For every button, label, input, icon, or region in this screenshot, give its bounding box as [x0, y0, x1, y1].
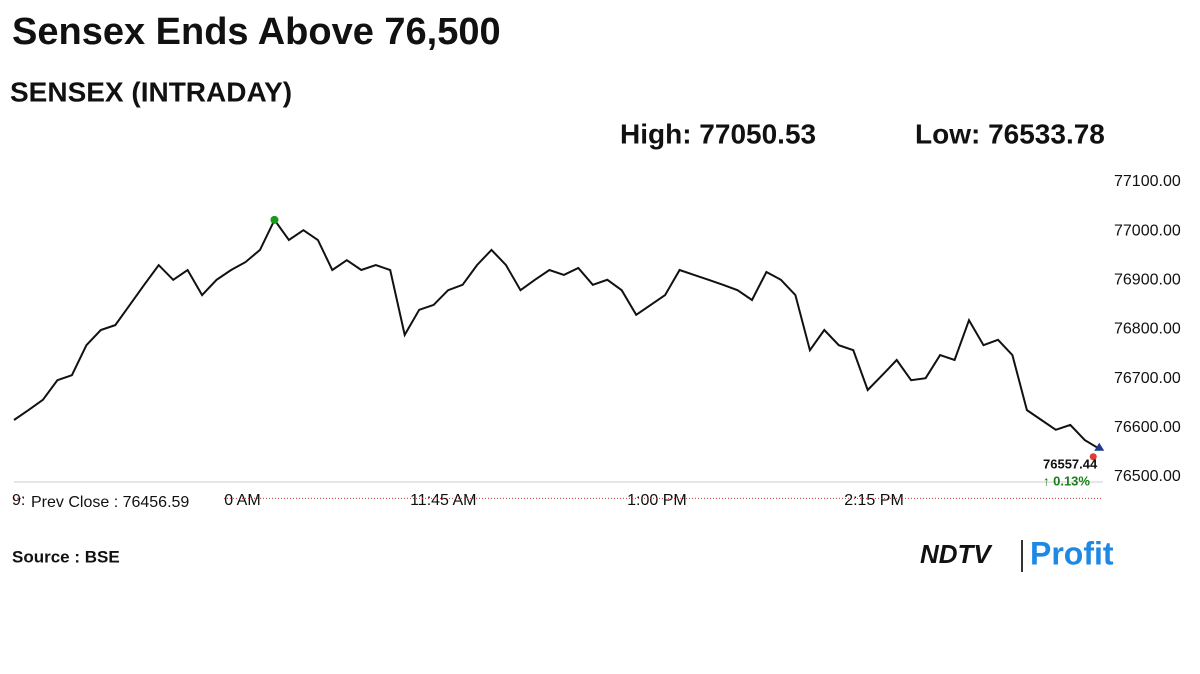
y-tick-label: 76700.00 [1114, 370, 1181, 387]
low-label: Low: 76533.78 [915, 118, 1105, 149]
change-label: ↑ 0.13% [1043, 473, 1090, 488]
y-tick-label: 76900.00 [1114, 272, 1181, 289]
y-tick-label: 76500.00 [1114, 468, 1181, 485]
y-tick-label: 76600.00 [1114, 419, 1181, 436]
chart-subtitle: SENSEX (INTRADAY) [10, 76, 292, 107]
logo-ndtv: NDTV [920, 539, 993, 569]
chart-title: Sensex Ends Above 76,500 [12, 11, 501, 53]
x-tick-label: 11:45 AM [410, 492, 476, 509]
last-value-label: 76557.44 [1043, 456, 1098, 471]
prev-close-label: Prev Close : 76456.59 [31, 494, 189, 511]
high-marker [270, 215, 279, 224]
y-tick-label: 76800.00 [1114, 321, 1181, 338]
y-tick-label: 77100.00 [1114, 173, 1181, 190]
last-arrow [1094, 442, 1105, 451]
prev-close-bg [24, 491, 224, 513]
x-tick-label: 1:00 PM [627, 492, 687, 509]
y-tick-label: 77000.00 [1114, 222, 1181, 239]
source: Source : BSE [12, 547, 120, 566]
logo-profit: Profit [1030, 535, 1114, 571]
x-tick-label: 2:15 PM [844, 492, 904, 509]
high-label: High: 77050.53 [620, 118, 816, 149]
price-line [13, 217, 1100, 450]
last-marker [1089, 453, 1097, 461]
